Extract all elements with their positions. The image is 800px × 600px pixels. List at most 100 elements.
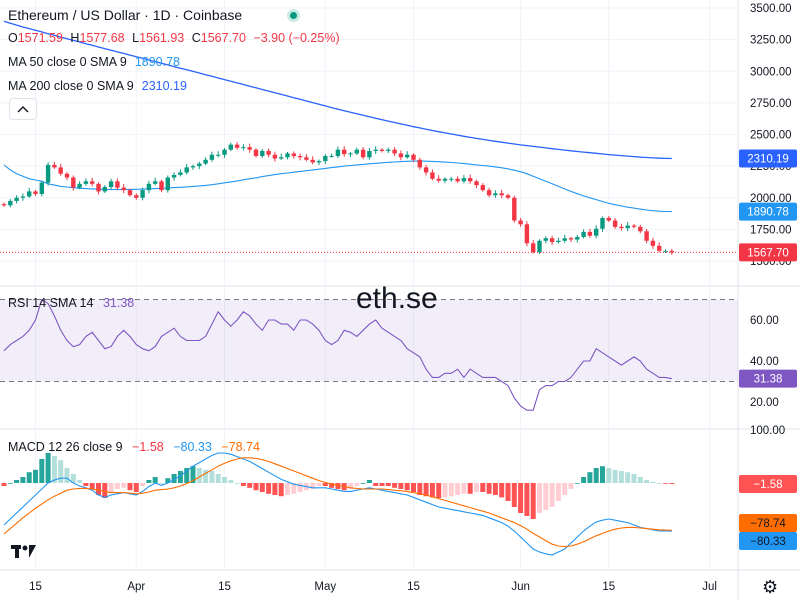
macd-histogram-bar [133, 483, 139, 492]
candle-body [562, 238, 567, 241]
ma50-value: 1890.78 [134, 55, 180, 69]
rsi-band-fill [0, 299, 738, 382]
candle [234, 142, 240, 150]
candle-body [612, 220, 618, 227]
candle [253, 148, 259, 158]
macd-signal-badge-bg [739, 514, 797, 532]
time-tick-label: 15 [29, 581, 42, 593]
candle-body [480, 185, 485, 191]
candle-body [556, 240, 561, 243]
candle-body [575, 236, 580, 240]
candle-body [663, 250, 668, 252]
candle-body [493, 193, 498, 196]
macd-histogram-bar [656, 483, 662, 484]
macd-histogram-bar [455, 483, 461, 495]
macd-histogram-bar [45, 453, 51, 483]
candle [455, 176, 460, 183]
candle-body [83, 181, 89, 184]
macd-hist-badge: −1.58 [739, 474, 797, 493]
candle [134, 193, 139, 200]
ohlc-close-value: 1567.70 [200, 31, 246, 45]
time-tick-label: Jun [511, 581, 530, 593]
candle-body [285, 153, 290, 158]
candle [405, 151, 410, 159]
candle-body [228, 144, 233, 150]
ohlc-high-label: H [70, 31, 80, 45]
candle-body [537, 240, 542, 253]
collapse-legend-button[interactable] [9, 98, 37, 120]
candle [619, 223, 624, 231]
macd-label: MACD 12 26 close 9 [8, 440, 123, 454]
macd-histogram-bar [203, 469, 209, 483]
candle [197, 161, 202, 170]
macd-histogram-bar [102, 483, 108, 498]
macd-histogram-bar [404, 483, 410, 491]
tradingview-logo-icon[interactable] [9, 540, 39, 562]
candle-body [310, 159, 315, 163]
ma200-legend[interactable]: MA 200 close 0 SMA 9 2310.19 [8, 79, 187, 93]
candle-body [512, 197, 517, 221]
candle [411, 153, 416, 162]
macd-histogram-bar [631, 474, 637, 483]
price-tick-label: 3250.00 [750, 35, 792, 47]
macd-histogram-bar [234, 483, 240, 484]
candle-body [234, 144, 240, 148]
macd-histogram-bar [606, 468, 612, 483]
time-tick-label: Apr [127, 581, 145, 593]
macd-histogram-bar [190, 466, 196, 483]
candle [216, 151, 221, 158]
candle-body [474, 181, 479, 186]
macd-histogram-bar [146, 480, 152, 483]
candle [543, 236, 548, 244]
candle-body [153, 181, 158, 184]
macd-histogram-bar [171, 474, 177, 483]
macd-histogram-bar [417, 483, 423, 495]
macd-histogram-bar [618, 471, 624, 483]
settings-gear-icon[interactable]: ⚙ [762, 577, 779, 597]
last-price-badge-text: 1567.70 [747, 247, 789, 259]
candle [657, 242, 662, 253]
macd-histogram-bar [511, 483, 517, 507]
last-price-badge: 1567.70 [739, 243, 797, 262]
candle-body [455, 178, 460, 182]
candle [348, 151, 353, 158]
candle [184, 163, 189, 175]
candle-body [159, 181, 164, 191]
candle-body [531, 243, 536, 253]
candle-body [209, 154, 215, 160]
candle [669, 248, 674, 255]
rsi-tick-label: 60.00 [750, 315, 779, 327]
ma50-legend[interactable]: MA 50 close 0 SMA 9 1890.78 [8, 55, 180, 69]
candle [594, 225, 599, 239]
rsi-legend[interactable]: RSI 14 SMA 14 31.38 [8, 296, 134, 310]
candle-body [203, 159, 208, 164]
candle [14, 195, 19, 204]
last-price-badge-bg [739, 243, 797, 262]
macd-histogram-bar [467, 483, 473, 494]
live-status-icon [290, 12, 297, 19]
macd-signal-badge: −78.74 [739, 514, 797, 532]
ma50-badge: 1890.78 [739, 202, 797, 221]
candle [102, 184, 107, 193]
candle-body [486, 190, 492, 196]
candle [373, 146, 378, 154]
macd-histogram-bar [568, 483, 574, 489]
ma200-badge: 2310.19 [739, 149, 797, 168]
macd-histogram-bar [285, 483, 290, 495]
macd-histogram-bar [247, 483, 253, 488]
candle-body [518, 220, 523, 225]
macd-histogram-bar [209, 471, 215, 483]
candle-body [266, 150, 271, 155]
candle-body [171, 174, 177, 178]
candle [442, 177, 448, 184]
macd-histogram-bar [58, 460, 64, 483]
macd-legend[interactable]: MACD 12 26 close 9 −1.58 −80.33 −78.74 [8, 440, 260, 454]
candle [260, 148, 265, 159]
candle-body [260, 150, 265, 157]
candle [146, 180, 152, 194]
rsi-tick-label: 100.00 [750, 425, 785, 437]
candle-body [644, 231, 649, 241]
macd-histogram-bar [140, 483, 146, 486]
candle-body [121, 187, 126, 191]
